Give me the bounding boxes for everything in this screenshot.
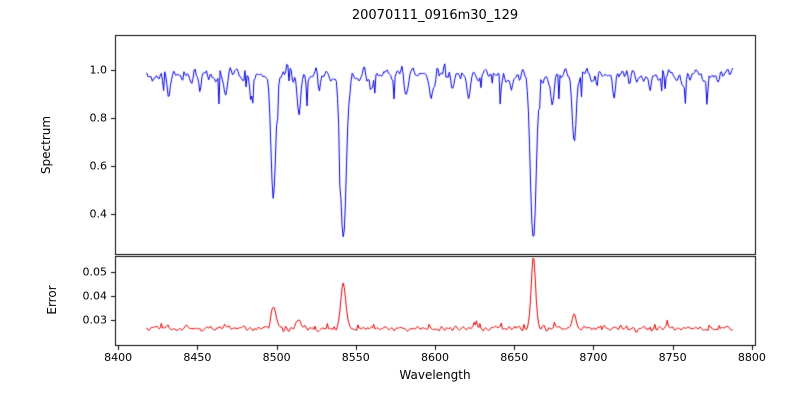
x-axis-label: Wavelength bbox=[399, 368, 471, 382]
x-tick-label: 8750 bbox=[658, 351, 687, 364]
spectrum-y-tick-label: 0.4 bbox=[89, 207, 108, 221]
x-tick-label: 8500 bbox=[262, 351, 291, 364]
error-y-tick-label: 0.05 bbox=[82, 265, 108, 279]
x-tick-label: 8600 bbox=[421, 351, 449, 364]
spectrum-y-tick-label: 1.0 bbox=[89, 63, 108, 77]
error-y-tick-label: 0.03 bbox=[82, 313, 108, 327]
x-tick-label: 8800 bbox=[737, 351, 766, 364]
x-tick-label: 8700 bbox=[579, 351, 608, 364]
x-tick-label: 8650 bbox=[500, 351, 529, 364]
spectrum-y-tick-label: 0.6 bbox=[89, 159, 108, 173]
error-y-tick-label: 0.04 bbox=[82, 289, 108, 303]
y-axis-label-spectrum: Spectrum bbox=[39, 115, 53, 175]
x-tick-label: 8550 bbox=[341, 351, 370, 364]
chart-title: 20070111_0916m30_129 bbox=[351, 8, 519, 23]
x-tick-label: 8400 bbox=[104, 351, 133, 364]
spectrum-y-tick-label: 0.8 bbox=[89, 111, 108, 125]
x-tick-label: 8450 bbox=[183, 351, 212, 364]
